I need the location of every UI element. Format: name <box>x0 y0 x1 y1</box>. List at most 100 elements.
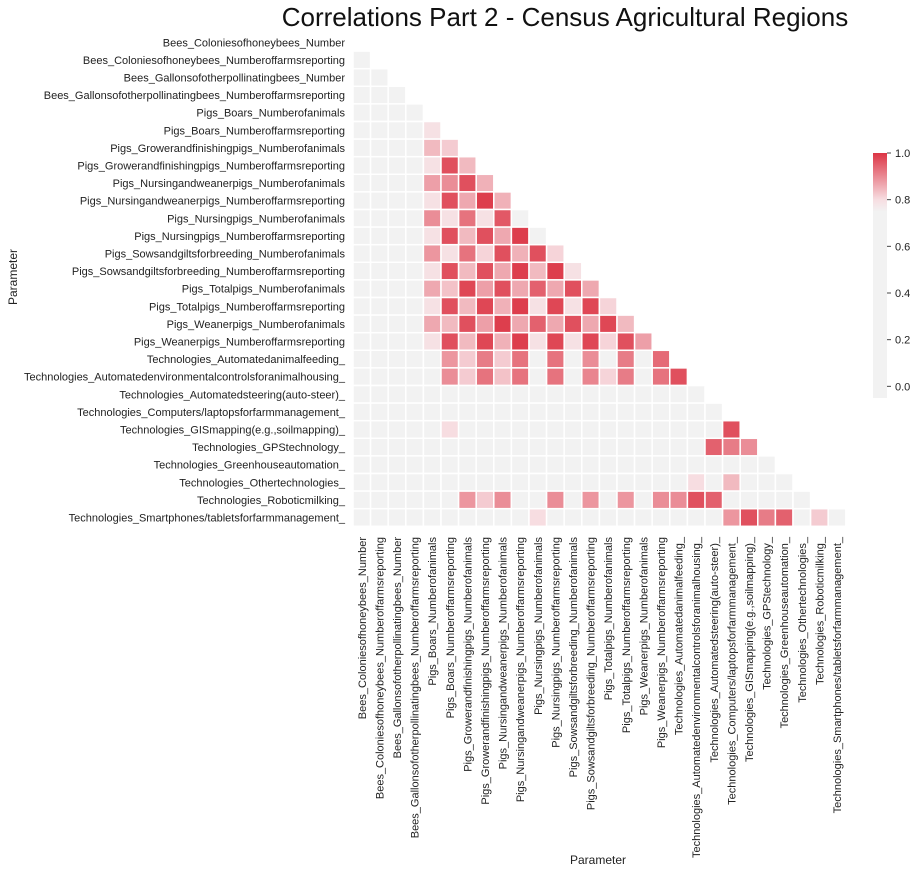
heatmap-cell-r22-c2 <box>387 419 407 440</box>
heatmap-cell-r24-c13 <box>581 455 601 475</box>
heatmap-cell-r8-c3 <box>405 173 425 193</box>
heatmap-cell-r27-c15 <box>616 507 636 528</box>
heatmap-cell-r5-c0 <box>352 120 372 140</box>
heatmap-cell-r16-c11 <box>545 314 565 334</box>
heatmap-cell-r17-c13 <box>581 331 601 352</box>
heatmap-cell-r26-c1 <box>369 490 389 510</box>
colorbar-tick-label: 1.0 <box>895 148 910 160</box>
heatmap-cell-r9-c7 <box>475 191 495 211</box>
heatmap-cell-r12-c6 <box>457 243 477 264</box>
x-tick-label: Technologies_Automatedsteering(auto-stee… <box>709 536 721 763</box>
heatmap-cell-r23-c21 <box>721 437 741 457</box>
heatmap-cell-r9-c4 <box>422 191 442 211</box>
heatmap-cell-r27-c19 <box>686 507 706 528</box>
heatmap-cell-r25-c13 <box>581 472 601 492</box>
heatmap-cell-r20-c1 <box>369 384 389 404</box>
heatmap-cell-r23-c12 <box>563 437 583 457</box>
heatmap-cell-r21-c15 <box>616 402 636 422</box>
heatmap-cell-r24-c22 <box>739 455 759 475</box>
heatmap-cell-r17-c2 <box>387 331 407 352</box>
heatmap-cell-r22-c1 <box>369 419 389 440</box>
heatmap-cell-r18-c4 <box>422 349 442 369</box>
heatmap-cell-r16-c4 <box>422 314 442 334</box>
heatmap-cell-r16-c14 <box>598 314 618 334</box>
heatmap-cell-r19-c16 <box>633 367 653 387</box>
heatmap-cell-r26-c2 <box>387 490 407 510</box>
heatmap-cell-r25-c6 <box>457 472 477 492</box>
heatmap-cell-r27-c2 <box>387 507 407 528</box>
heatmap-cell-r22-c12 <box>563 419 583 440</box>
heatmap-cell-r27-c25 <box>792 507 812 528</box>
y-tick-label: Technologies_Automatedsteering(auto-stee… <box>119 389 346 401</box>
y-tick-label: Bees_Coloniesofhoneybees_Numberoffarmsre… <box>83 55 345 67</box>
heatmap-cell-r25-c20 <box>704 472 724 492</box>
heatmap-cell-r25-c7 <box>475 472 495 492</box>
heatmap-cell-r25-c14 <box>598 472 618 492</box>
heatmap-cell-r19-c10 <box>528 367 548 387</box>
heatmap-cell-r26-c3 <box>405 490 425 510</box>
heatmap-cell-r15-c11 <box>545 296 565 316</box>
heatmap-cell-r24-c10 <box>528 455 548 475</box>
y-tick-label: Technologies_Smartphones/tabletsforfarmm… <box>69 513 346 525</box>
heatmap-cell-r20-c0 <box>352 384 372 404</box>
heatmap-cell-r22-c18 <box>669 419 689 440</box>
heatmap-cell-r24-c0 <box>352 455 372 475</box>
y-tick-label: Pigs_Growerandfinishingpigs_Numberoffarm… <box>77 161 345 173</box>
heatmap-cell-r13-c0 <box>352 261 372 281</box>
y-tick-label: Pigs_Sowsandgiltsforbreeding_Numberofani… <box>105 249 346 261</box>
heatmap-cell-r15-c14 <box>598 296 618 316</box>
heatmap-cell-r17-c11 <box>545 331 565 352</box>
heatmap-cell-r19-c4 <box>422 367 442 387</box>
heatmap-cell-r26-c16 <box>633 490 653 510</box>
heatmap-cell-r19-c13 <box>581 367 601 387</box>
y-tick-label: Pigs_Totalpigs_Numberoffarmsreporting <box>149 301 345 313</box>
y-tick-label: Technologies_Roboticmilking_ <box>197 495 346 507</box>
heatmap-cell-r24-c21 <box>721 455 741 475</box>
heatmap-cell-r22-c20 <box>704 419 724 440</box>
heatmap-cell-r14-c11 <box>545 279 565 299</box>
heatmap-cell-r25-c23 <box>757 472 777 492</box>
heatmap-cell-r22-c11 <box>545 419 565 440</box>
heatmap-cell-r12-c2 <box>387 243 407 264</box>
heatmap-cell-r21-c19 <box>686 402 706 422</box>
heatmap-cell-r6-c3 <box>405 138 425 158</box>
heatmap-cell-r19-c9 <box>510 367 530 387</box>
heatmap-cell-r19-c2 <box>387 367 407 387</box>
heatmap-cell-r20-c8 <box>493 384 513 404</box>
heatmap-cell-r21-c4 <box>422 402 442 422</box>
heatmap-cell-r12-c7 <box>475 243 495 264</box>
heatmap-cell-r4-c2 <box>387 103 407 123</box>
heatmap-cell-r17-c1 <box>369 331 389 352</box>
y-tick-label: Pigs_Nursingpigs_Numberoffarmsreporting <box>134 231 345 243</box>
y-tick-label: Pigs_Sowsandgiltsforbreeding_Numberoffar… <box>72 266 345 278</box>
heatmap-cell-r16-c8 <box>493 314 513 334</box>
heatmap-cell-r21-c16 <box>633 402 653 422</box>
heatmap-cell-r13-c8 <box>493 261 513 281</box>
heatmap-cell-r25-c16 <box>633 472 653 492</box>
x-tick-label: Bees_Gallonsofotherpollinatingbees_Numbe… <box>410 537 422 838</box>
chart-title: Correlations Part 2 - Census Agricultura… <box>282 2 848 32</box>
heatmap-cell-r22-c10 <box>528 419 548 440</box>
heatmap-cell-r24-c18 <box>669 455 689 475</box>
heatmap-cell-r25-c4 <box>422 472 442 492</box>
heatmap-cell-r25-c1 <box>369 472 389 492</box>
heatmap-cell-r14-c3 <box>405 279 425 299</box>
heatmap-cell-r24-c12 <box>563 455 583 475</box>
heatmap-cell-r23-c1 <box>369 437 389 457</box>
heatmap-cell-r27-c26 <box>809 507 829 528</box>
heatmap-cell-r20-c4 <box>422 384 442 404</box>
heatmap-cell-r25-c5 <box>440 472 460 492</box>
heatmap-cell-r10-c9 <box>510 208 530 228</box>
x-tick-label: Technologies_Othertechnologies_ <box>797 536 809 703</box>
heatmap-cell-r23-c14 <box>598 437 618 457</box>
heatmap-cell-r19-c8 <box>493 367 513 387</box>
heatmap-cell-r20-c12 <box>563 384 583 404</box>
heatmap-cell-r27-c0 <box>352 507 372 528</box>
heatmap-cell-r10-c4 <box>422 208 442 228</box>
heatmap-cell-r14-c2 <box>387 279 407 299</box>
heatmap-cell-r24-c6 <box>457 455 477 475</box>
heatmap-cell-r18-c7 <box>475 349 495 369</box>
heatmap-cell-r18-c11 <box>545 349 565 369</box>
heatmap-cell-r15-c8 <box>493 296 513 316</box>
